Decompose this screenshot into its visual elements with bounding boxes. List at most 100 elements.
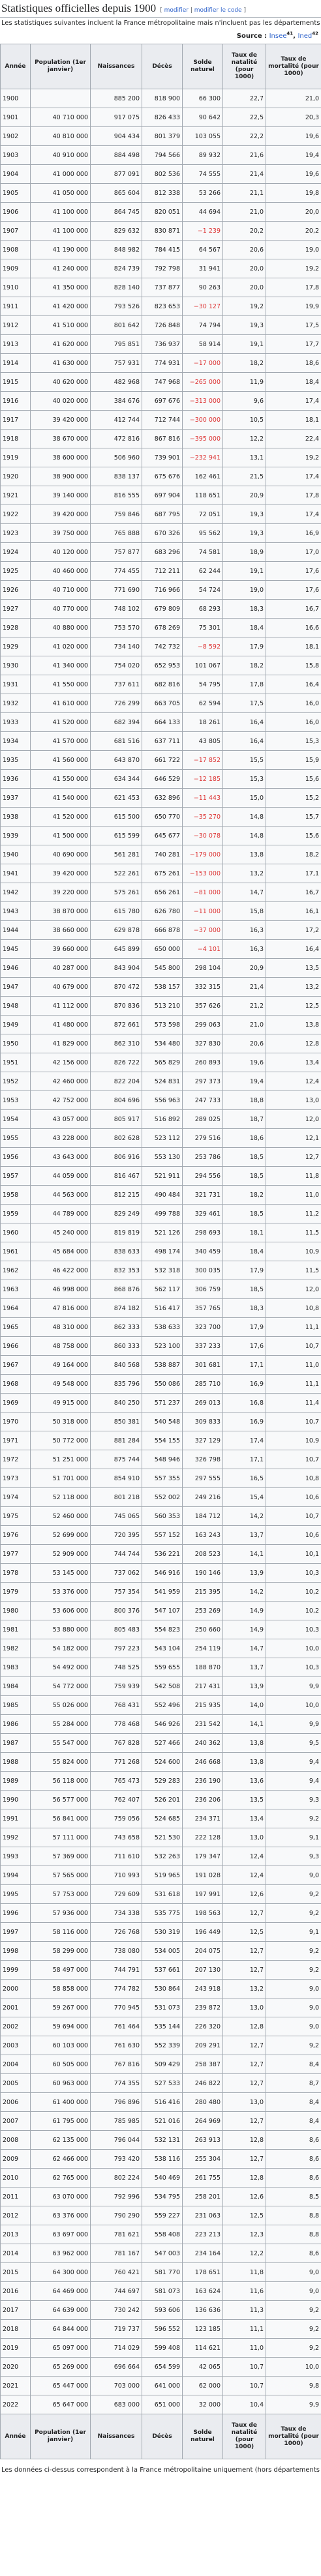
value-cell: 524 600 xyxy=(142,1752,183,1772)
value-cell: 9,2 xyxy=(266,1809,321,1828)
value-cell: 9,2 xyxy=(266,2338,321,2358)
value-cell: 537 661 xyxy=(142,1960,183,1980)
value-cell: 823 653 xyxy=(142,297,183,316)
table-row: 1932 41 610 000 726 299 663 705 62 594 17,5 16… xyxy=(0,694,321,713)
value-cell: 9,6 xyxy=(222,391,266,411)
value-cell: 18,6 xyxy=(222,1128,266,1148)
source-link[interactable]: Insee xyxy=(269,33,287,40)
value-cell: 215 395 xyxy=(182,1582,223,1602)
value-cell: 535 144 xyxy=(142,2017,183,2036)
value-cell: 802 536 xyxy=(142,164,183,184)
value-cell: 19,6 xyxy=(222,1053,266,1072)
value-cell: 18,4 xyxy=(222,1242,266,1261)
value-cell: 162 461 xyxy=(182,467,223,486)
value-cell: 327 830 xyxy=(182,1034,223,1053)
value-cell: 737 062 xyxy=(90,1563,142,1583)
value-cell: 17,8 xyxy=(266,278,321,297)
value-cell: 90 642 xyxy=(182,108,223,127)
value-cell: 43 805 xyxy=(182,731,223,751)
value-cell: 53 145 000 xyxy=(30,1563,91,1583)
value-cell: 9,4 xyxy=(266,1752,321,1772)
value-cell: 16,5 xyxy=(222,1469,266,1488)
value-cell: 17,8 xyxy=(266,486,321,505)
value-cell: −81 000 xyxy=(182,883,223,902)
value-cell: 917 075 xyxy=(90,108,142,127)
value-cell: 11,5 xyxy=(266,1261,321,1280)
value-cell: 552 496 xyxy=(142,1695,183,1715)
value-cell: 57 936 000 xyxy=(30,1903,91,1923)
year-cell: 1934 xyxy=(0,731,31,751)
value-cell: 651 000 xyxy=(142,2395,183,2414)
year-cell: 1904 xyxy=(0,164,31,184)
table-row: 1900 885 200 818 900 66 300 22,7 21,0 xyxy=(0,89,321,108)
table-row: 1994 57 565 000 710 993 519 965 191 028 12,4 9… xyxy=(0,1866,321,1885)
value-cell: 13,7 xyxy=(222,1525,266,1545)
source-link[interactable]: Ined xyxy=(298,33,313,40)
ref-note[interactable]: 41 xyxy=(286,31,294,37)
value-cell: 17,5 xyxy=(266,315,321,335)
year-cell: 1983 xyxy=(0,1658,31,1677)
value-cell: 41 510 000 xyxy=(30,315,91,335)
year-cell: 1974 xyxy=(0,1487,31,1507)
value-cell: 599 408 xyxy=(142,2338,183,2358)
year-cell: 1992 xyxy=(0,1828,31,1847)
value-cell: −12 185 xyxy=(182,769,223,789)
value-cell: 56 118 000 xyxy=(30,1771,91,1791)
year-cell: 1958 xyxy=(0,1185,31,1205)
value-cell: 48 310 000 xyxy=(30,1317,91,1337)
value-cell: 12,4 xyxy=(222,1866,266,1885)
value-cell: 217 431 xyxy=(182,1676,223,1696)
value-cell: 573 598 xyxy=(142,1015,183,1034)
year-cell: 1903 xyxy=(0,145,31,165)
value-cell: 41 100 000 xyxy=(30,202,91,222)
value-cell: 13,8 xyxy=(222,845,266,864)
value-cell: 663 705 xyxy=(142,694,183,713)
value-cell: 41 240 000 xyxy=(30,259,91,278)
value-cell: 46 998 000 xyxy=(30,1280,91,1299)
table-row: 1974 52 118 000 801 218 552 002 249 216 15,4 1… xyxy=(0,1487,321,1507)
value-cell: 666 878 xyxy=(142,920,183,940)
value-cell: 50 772 000 xyxy=(30,1431,91,1450)
value-cell: 41 000 000 xyxy=(30,164,91,184)
table-row: 1911 41 420 000 793 526 823 653 −30 127 19,2 1… xyxy=(0,297,321,316)
value-cell: 9,2 xyxy=(266,2300,321,2320)
value-cell: 524 685 xyxy=(142,1809,183,1828)
table-row: 1987 55 547 000 767 828 527 466 240 362 13,8 9… xyxy=(0,1733,321,1753)
value-cell: 21,1 xyxy=(222,183,266,203)
year-cell: 1949 xyxy=(0,1015,31,1034)
value-cell: 575 261 xyxy=(90,883,142,902)
value-cell: 641 000 xyxy=(142,2376,183,2395)
value-cell: 744 744 xyxy=(90,1544,142,1564)
value-cell: 12,5 xyxy=(222,2206,266,2225)
value-cell: 527 466 xyxy=(142,1733,183,1753)
year-cell: 1900 xyxy=(0,89,31,108)
header-row: Année Population (1er janvier) Naissances D… xyxy=(0,44,321,89)
value-cell: 258 387 xyxy=(182,2055,223,2074)
edit-link[interactable]: modifier xyxy=(164,7,189,14)
value-cell: 632 896 xyxy=(142,788,183,808)
value-cell: 13,7 xyxy=(222,1658,266,1677)
table-row: 2010 62 765 000 802 224 540 469 261 755 12,8 8… xyxy=(0,2168,321,2188)
year-cell: 1972 xyxy=(0,1450,31,1469)
value-cell: 52 699 000 xyxy=(30,1525,91,1545)
value-cell: 675 676 xyxy=(142,467,183,486)
year-cell: 1907 xyxy=(0,221,31,241)
value-cell: 13,2 xyxy=(266,977,321,997)
table-row: 1903 40 910 000 884 498 794 566 89 932 21,6 19… xyxy=(0,145,321,165)
value-cell: 21,4 xyxy=(222,977,266,997)
value-cell: 21,0 xyxy=(222,1015,266,1034)
value-cell: 17,6 xyxy=(266,580,321,600)
table-row: 2020 65 269 000 696 664 654 599 42 065 10,7 10… xyxy=(0,2357,321,2377)
value-cell: 74 581 xyxy=(182,542,223,562)
column-header: Taux de mortalité (pour 1000) xyxy=(266,44,321,89)
ref-note[interactable]: 42 xyxy=(312,31,318,37)
table-row: 1967 49 164 000 840 568 538 887 301 681 17,1 1… xyxy=(0,1355,321,1375)
table-row: 1927 40 770 000 748 102 679 809 68 293 18,3 16… xyxy=(0,599,321,619)
value-cell: 21,2 xyxy=(222,996,266,1016)
edit-code-link[interactable]: modifier le code xyxy=(194,7,242,14)
value-cell: 12,7 xyxy=(222,2073,266,2093)
value-cell: 54 724 xyxy=(182,580,223,600)
value-cell: 41 610 000 xyxy=(30,694,91,713)
value-cell: 43 643 000 xyxy=(30,1147,91,1167)
year-cell: 1952 xyxy=(0,1072,31,1091)
